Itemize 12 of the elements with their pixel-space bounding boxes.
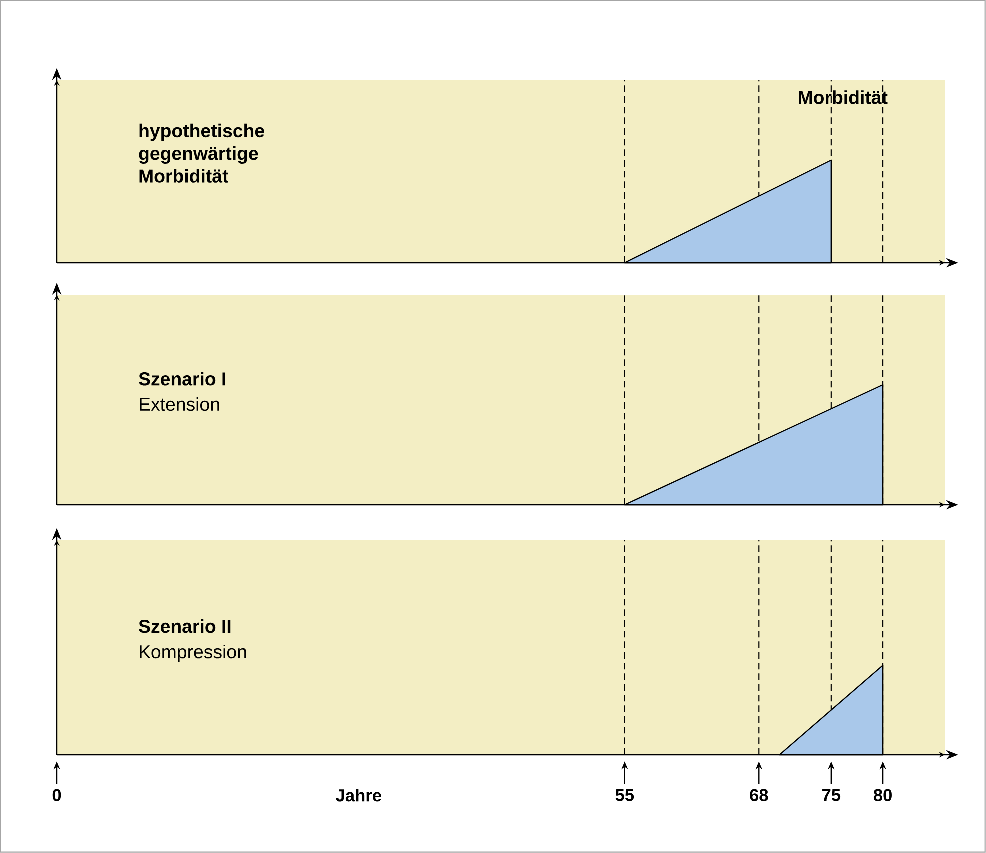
x-tick-label: 0 (52, 789, 62, 802)
chart-title: Szenario II (139, 619, 231, 634)
text: Extension (140, 397, 220, 412)
x-tick-label: 75 (822, 789, 841, 802)
x-axis-title: Jahre (336, 789, 382, 802)
x-tick-label: 55 (616, 789, 634, 802)
text: Morbidität (799, 90, 888, 104)
x-tick-label: 80 (874, 789, 892, 802)
chart-subtitle: Kompression (140, 644, 246, 662)
chart-title: hypothetische gegenwärtige Morbidität (139, 124, 264, 183)
chart-title: Szenario I (139, 372, 226, 386)
x-tick-label: 68 (750, 789, 768, 802)
